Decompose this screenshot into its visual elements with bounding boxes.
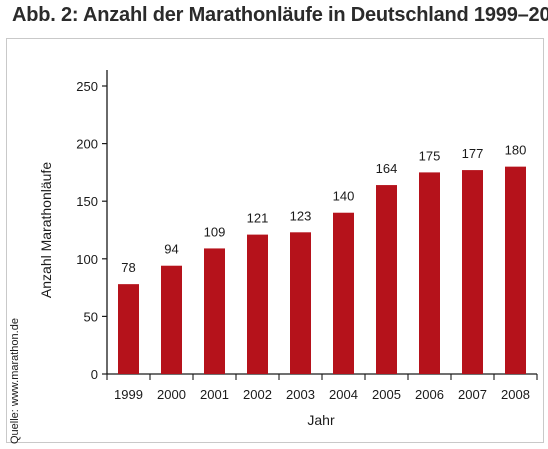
bar-2008 xyxy=(505,166,526,374)
bar-2002 xyxy=(247,234,268,374)
chart-title: Abb. 2: Anzahl der Marathonläufe in Deut… xyxy=(12,4,548,26)
y-tick-label: 150 xyxy=(76,194,98,209)
x-tick-label-2000: 2000 xyxy=(157,387,186,402)
data-label-2007: 177 xyxy=(462,146,484,161)
x-tick-label-2007: 2007 xyxy=(458,387,487,402)
y-tick-label: 0 xyxy=(91,367,98,382)
y-tick-label: 200 xyxy=(76,137,98,152)
data-label-2000: 94 xyxy=(164,242,178,257)
chart-frame xyxy=(6,38,544,443)
bar-2003 xyxy=(290,232,311,374)
bar-2000 xyxy=(161,265,182,374)
data-label-2008: 180 xyxy=(505,143,527,158)
bar-2004 xyxy=(333,212,354,374)
x-tick-label-2003: 2003 xyxy=(286,387,315,402)
x-axis-label: Jahr xyxy=(307,412,335,428)
bar-1999 xyxy=(118,284,139,374)
bar-2001 xyxy=(204,248,225,374)
x-tick-label-2001: 2001 xyxy=(200,387,229,402)
x-tick-label-1999: 1999 xyxy=(114,387,143,402)
x-tick-label-2004: 2004 xyxy=(329,387,358,402)
y-tick-label: 50 xyxy=(84,309,98,324)
x-tick-label-2008: 2008 xyxy=(501,387,530,402)
x-tick-label-2002: 2002 xyxy=(243,387,272,402)
data-label-2006: 175 xyxy=(419,148,441,163)
data-label-1999: 78 xyxy=(121,260,135,275)
y-axis-label: Anzahl Marathonläufe xyxy=(38,162,54,298)
data-label-2003: 123 xyxy=(290,208,312,223)
data-label-2004: 140 xyxy=(333,189,355,204)
y-tick-label: 250 xyxy=(76,79,98,94)
y-tick-label: 100 xyxy=(76,252,98,267)
x-tick-label-2005: 2005 xyxy=(372,387,401,402)
bar-2007 xyxy=(462,170,483,374)
bar-2006 xyxy=(419,172,440,374)
data-label-2002: 121 xyxy=(247,211,269,226)
data-label-2005: 164 xyxy=(376,161,398,176)
bar-2005 xyxy=(376,185,397,374)
x-tick-label-2006: 2006 xyxy=(415,387,444,402)
data-label-2001: 109 xyxy=(204,224,226,239)
